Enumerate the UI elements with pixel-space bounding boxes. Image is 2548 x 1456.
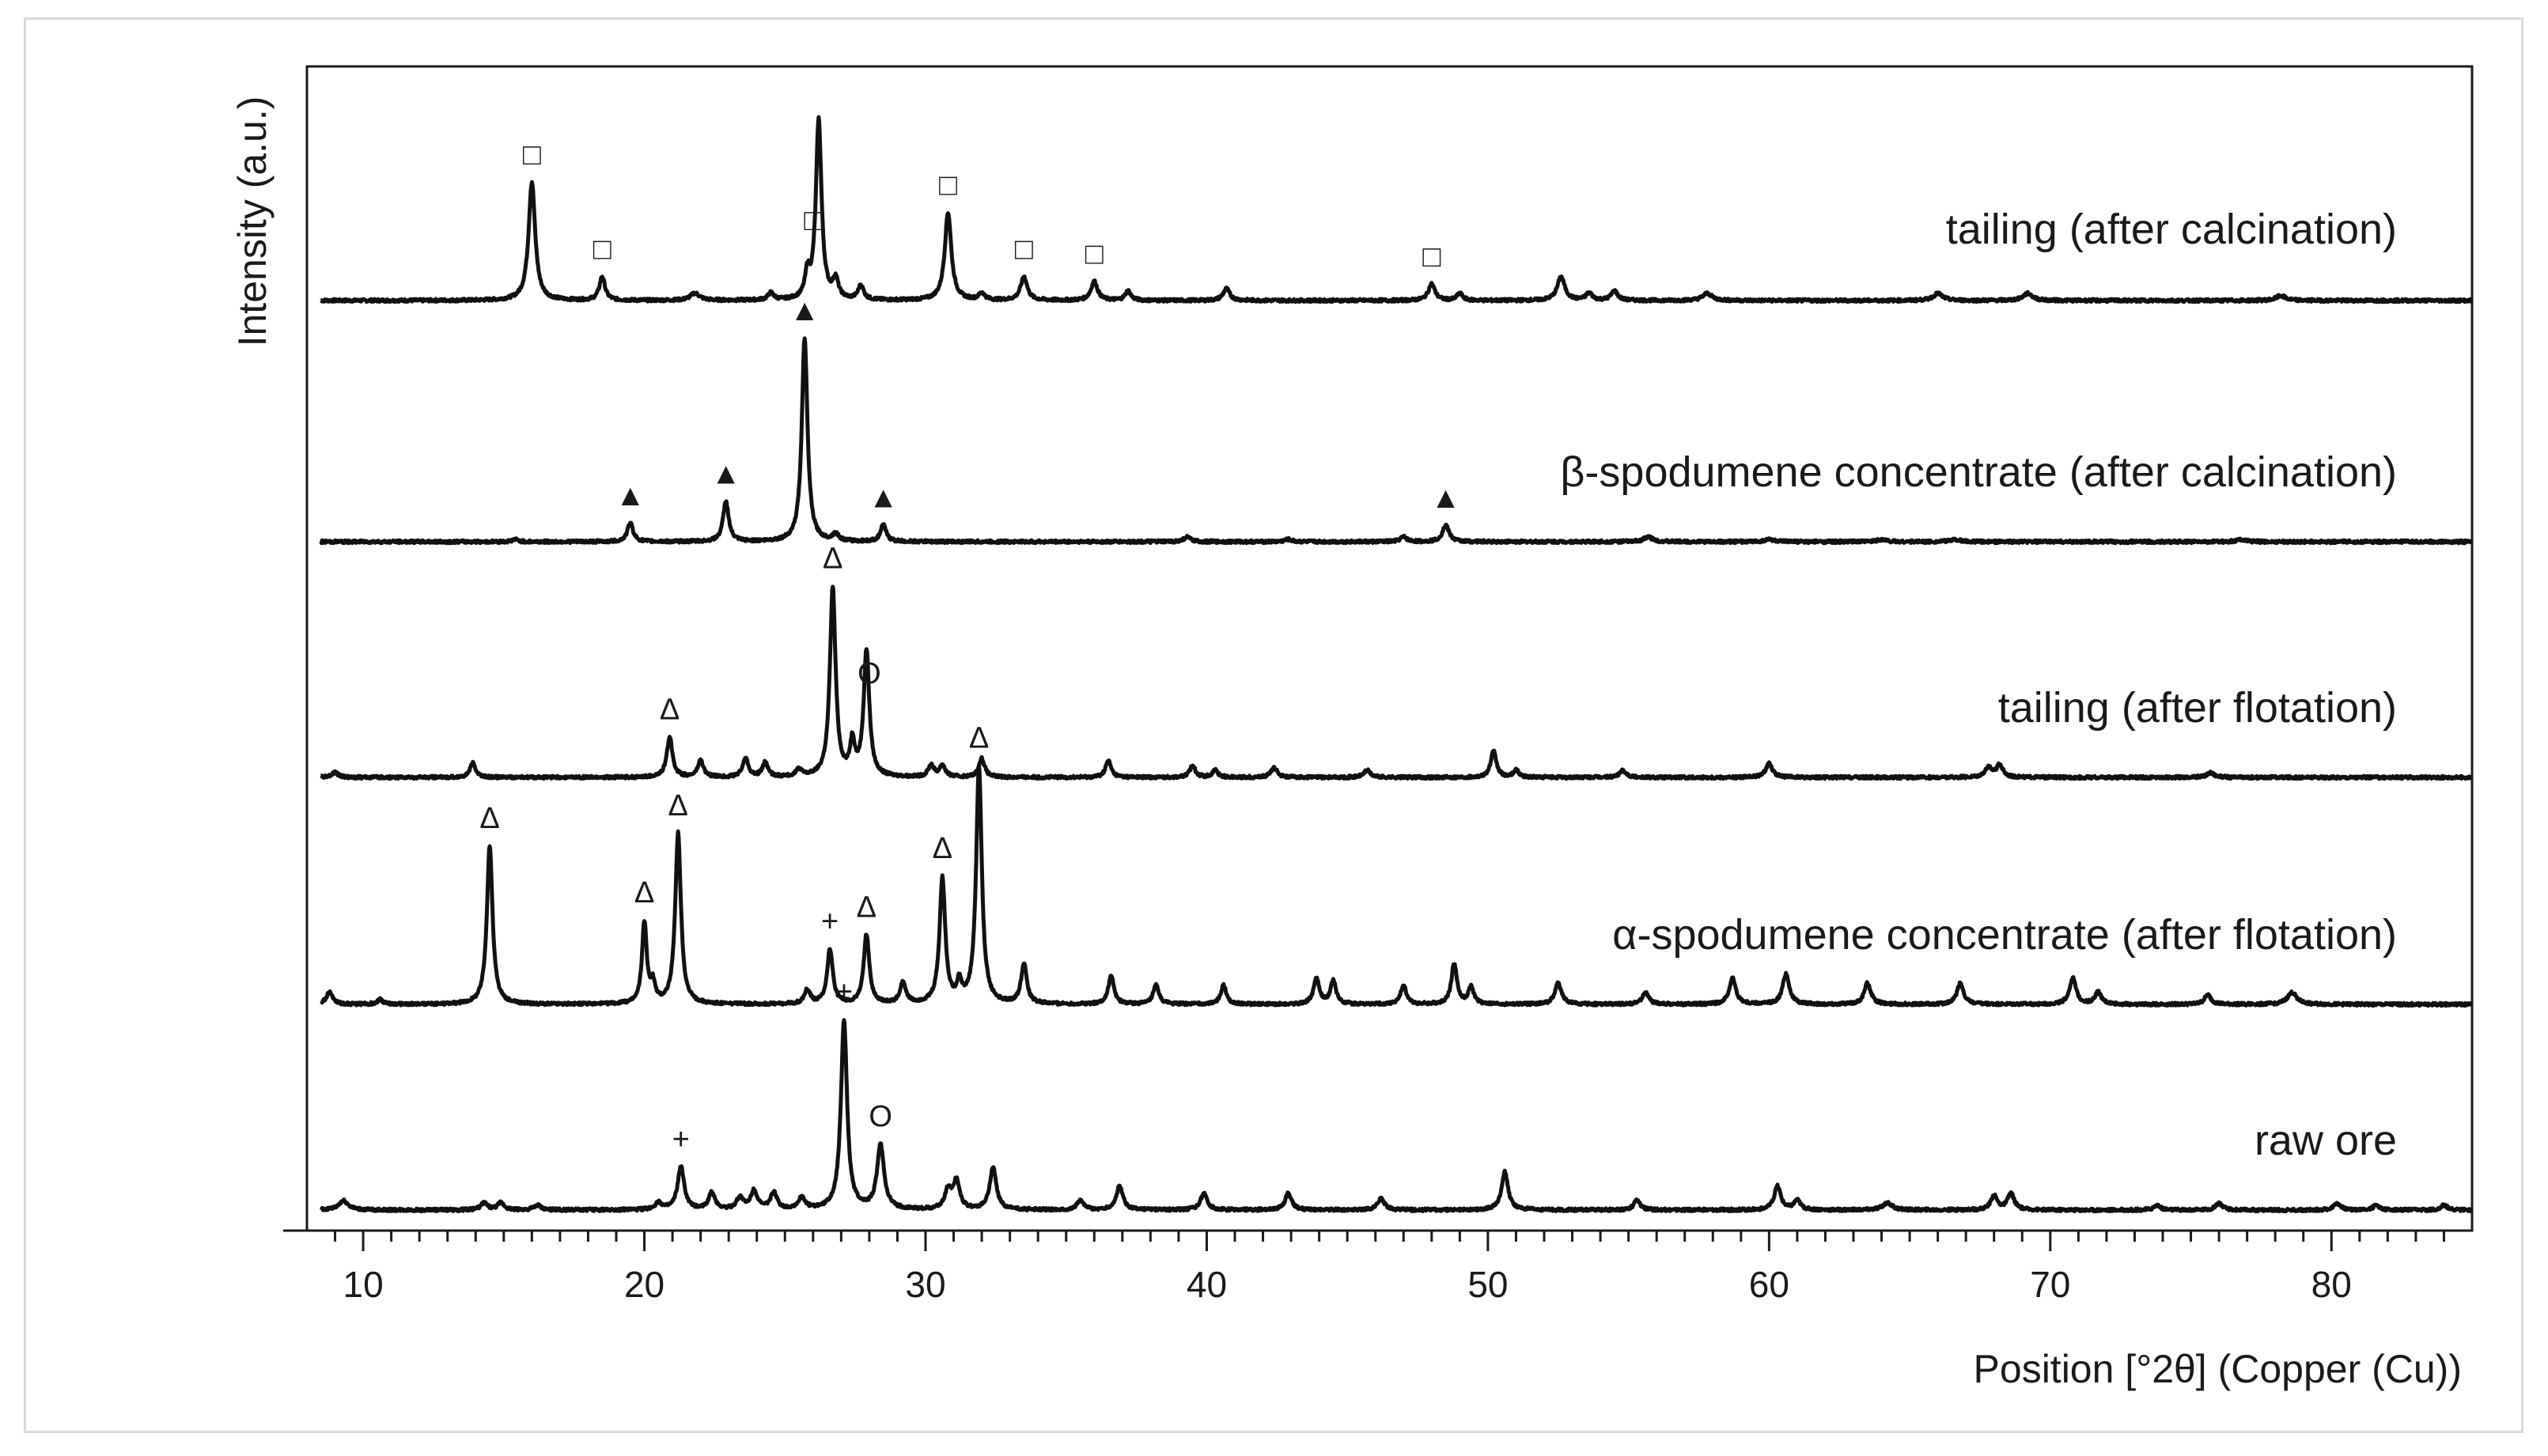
peak-marker-4-1: +: [835, 975, 853, 1008]
x-tick-label: 50: [1467, 1264, 1508, 1305]
plot-area-frame: [305, 65, 2474, 1232]
y-axis-label: Intensity (a.u.): [230, 96, 274, 347]
peak-marker-3-3: +: [821, 905, 839, 938]
series-line-3: [320, 763, 2474, 1008]
peak-marker-2-1: Δ: [823, 542, 842, 575]
peak-marker-1-3: ▲: [869, 481, 899, 514]
peak-markers: □ □ □ □ □ □ □ ▲ ▲ ▲ ▲ ▲ Δ Δ O Δ Δ Δ + Δ Δ Δ + + O: [479, 138, 1460, 1156]
peak-marker-1-1: ▲: [711, 457, 741, 490]
peak-marker-2-0: Δ: [660, 693, 680, 726]
x-axis-label: Position [°2θ] (Copper (Cu)): [1974, 1347, 2462, 1391]
peak-marker-4-2: O: [869, 1100, 892, 1133]
x-tick-label: 20: [624, 1264, 664, 1305]
series-line-1: [319, 336, 2474, 546]
figure-frame: [24, 17, 2523, 1433]
peak-marker-0-4: □: [1015, 233, 1033, 266]
peak-marker-3-1: Δ: [634, 876, 654, 910]
peak-marker-3-6: Δ: [969, 722, 989, 755]
x-axis: 10 20 30 40 50 60 70 80: [283, 1229, 2445, 1305]
peak-marker-0-5: □: [1085, 238, 1104, 271]
series-label-3: α-spodumene concentrate (after flotation…: [1612, 911, 2397, 959]
series-label-2: tailing (after flotation): [1998, 684, 2397, 732]
peak-marker-3-0: Δ: [479, 802, 499, 835]
peak-marker-3-4: Δ: [857, 891, 876, 924]
peak-marker-1-4: ▲: [1431, 482, 1461, 515]
peak-marker-1-0: ▲: [615, 479, 646, 512]
peak-marker-1-2: ▲: [789, 294, 820, 327]
x-tick-label: 60: [1749, 1264, 1789, 1305]
series-line-4: [320, 1018, 2474, 1214]
peak-marker-0-2: □: [804, 204, 822, 237]
series-label-0: tailing (after calcination): [1946, 206, 2397, 253]
series-label-1: β-spodumene concentrate (after calcinati…: [1560, 448, 2397, 496]
peak-marker-3-5: Δ: [933, 832, 952, 865]
series-line-0: [320, 115, 2474, 304]
x-tick-label: 10: [343, 1264, 384, 1305]
peak-marker-0-6: □: [1422, 240, 1441, 274]
peak-marker-4-0: +: [672, 1123, 690, 1156]
peak-marker-3-2: Δ: [668, 789, 688, 823]
peak-marker-0-0: □: [523, 138, 541, 172]
series-labels: tailing (after calcination) β-spodumene c…: [1560, 206, 2397, 1164]
x-tick-label: 80: [2311, 1264, 2352, 1305]
series-label-4: raw ore: [2255, 1117, 2397, 1164]
x-tick-label: 70: [2030, 1264, 2070, 1305]
peak-marker-0-1: □: [593, 233, 611, 266]
peak-marker-0-3: □: [939, 169, 957, 202]
pattern-curves: [319, 115, 2474, 1214]
x-tick-label: 30: [905, 1264, 945, 1305]
peak-marker-2-2: O: [858, 657, 881, 690]
x-tick-label: 40: [1187, 1264, 1227, 1305]
series-line-2: [320, 584, 2474, 781]
